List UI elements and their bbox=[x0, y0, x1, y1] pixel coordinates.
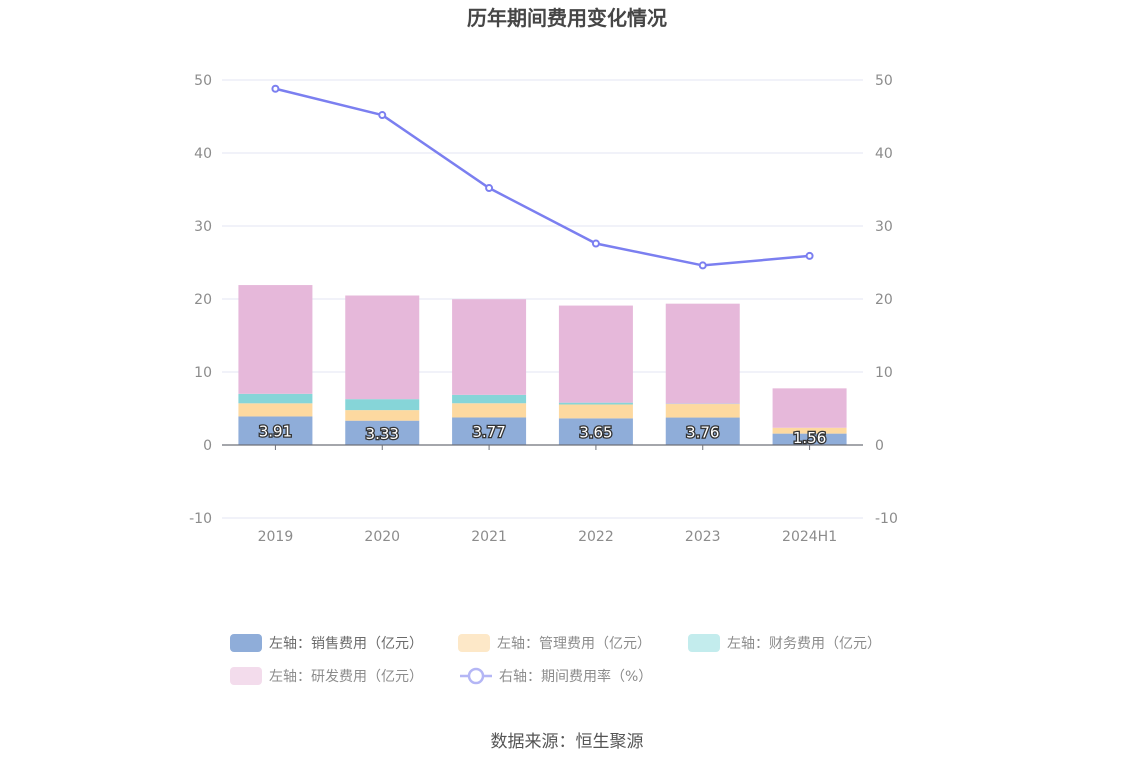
left-tick-label: 10 bbox=[194, 365, 212, 381]
y-axis-right: -10 0 10 20 30 40 50 bbox=[875, 73, 898, 527]
bar-segment[interactable] bbox=[452, 403, 527, 418]
bars bbox=[238, 285, 847, 445]
right-tick-label: 20 bbox=[875, 292, 893, 308]
legend-swatch bbox=[230, 634, 262, 652]
bar-segment[interactable] bbox=[772, 388, 847, 428]
x-tick-label: 2023 bbox=[685, 529, 721, 545]
rate-point[interactable] bbox=[698, 261, 707, 270]
source-text: 数据来源：恒生聚源 bbox=[491, 732, 644, 752]
legend-label: 左轴：财务费用（亿元） bbox=[727, 636, 881, 652]
bar-segment[interactable] bbox=[665, 417, 740, 445]
left-tick-label: 40 bbox=[194, 146, 212, 162]
bar-segment[interactable] bbox=[558, 418, 633, 445]
rate-point[interactable] bbox=[591, 239, 600, 248]
bar-segment[interactable] bbox=[345, 420, 420, 445]
x-tick-label: 2020 bbox=[364, 529, 400, 545]
right-tick-label: -10 bbox=[875, 511, 898, 527]
left-tick-label: 0 bbox=[203, 438, 212, 454]
legend-item[interactable]: 右轴：期间费用率（%） bbox=[460, 667, 652, 685]
sales-value-label: 3.76 bbox=[686, 423, 719, 441]
right-tick-label: 10 bbox=[875, 365, 893, 381]
legend-label: 左轴：管理费用（亿元） bbox=[497, 636, 651, 652]
sales-value-label: 3.77 bbox=[472, 423, 505, 441]
rate-point[interactable] bbox=[378, 111, 387, 120]
rate-line bbox=[271, 84, 814, 270]
legend-label: 右轴：期间费用率（%） bbox=[499, 668, 652, 685]
legend-item[interactable]: 左轴：销售费用（亿元） bbox=[230, 634, 423, 652]
bar-segment[interactable] bbox=[345, 399, 420, 411]
right-tick-label: 40 bbox=[875, 146, 893, 162]
chart-title: 历年期间费用变化情况 bbox=[467, 6, 667, 30]
grid bbox=[222, 79, 863, 519]
left-tick-label: -10 bbox=[189, 511, 212, 527]
sales-value-label: 3.33 bbox=[366, 425, 399, 443]
legend-swatch bbox=[688, 634, 720, 652]
bar-segment[interactable] bbox=[452, 394, 527, 404]
legend[interactable]: 左轴：销售费用（亿元） 左轴：管理费用（亿元） 左轴：财务费用（亿元） 左轴：研发费用… bbox=[230, 634, 881, 685]
left-tick-label: 50 bbox=[194, 73, 212, 89]
x-tick-label: 2019 bbox=[258, 529, 294, 545]
legend-swatch bbox=[230, 667, 262, 685]
rate-polyline bbox=[275, 87, 810, 267]
bar-segment[interactable] bbox=[558, 402, 633, 405]
bar-segment[interactable] bbox=[665, 303, 740, 404]
right-tick-label: 30 bbox=[875, 219, 893, 235]
legend-circle-swatch bbox=[467, 667, 485, 685]
legend-label: 左轴：销售费用（亿元） bbox=[269, 636, 423, 652]
legend-item[interactable]: 左轴：管理费用（亿元） bbox=[458, 634, 651, 652]
x-tick-label: 2022 bbox=[578, 529, 614, 545]
right-tick-label: 50 bbox=[875, 73, 893, 89]
bar-segment[interactable] bbox=[238, 403, 313, 417]
bar-segment[interactable] bbox=[452, 299, 527, 395]
bar-segment[interactable] bbox=[772, 433, 847, 445]
left-tick-label: 20 bbox=[194, 292, 212, 308]
bar-segment[interactable] bbox=[665, 404, 740, 418]
legend-label: 左轴：研发费用（亿元） bbox=[269, 669, 423, 685]
bar-segment[interactable] bbox=[345, 410, 420, 421]
legend-swatch bbox=[458, 634, 490, 652]
bar-segment[interactable] bbox=[558, 305, 633, 403]
sales-value-label: 3.65 bbox=[579, 424, 612, 442]
x-tick-label: 2021 bbox=[471, 529, 507, 545]
legend-item[interactable]: 左轴：财务费用（亿元） bbox=[688, 634, 881, 652]
sales-value-label: 1.56 bbox=[793, 429, 826, 447]
legend-item[interactable]: 左轴：研发费用（亿元） bbox=[230, 667, 423, 685]
bar-segment[interactable] bbox=[558, 404, 633, 419]
bar-segment[interactable] bbox=[772, 427, 847, 434]
left-tick-label: 30 bbox=[194, 219, 212, 235]
rate-point[interactable] bbox=[271, 84, 280, 93]
sales-value-label: 3.91 bbox=[259, 423, 292, 441]
bar-segment[interactable] bbox=[238, 393, 313, 404]
x-axis: 2019 2020 2021 2022 2023 2024H1 bbox=[222, 444, 863, 545]
rate-point[interactable] bbox=[805, 251, 814, 260]
x-tick-label: 2024H1 bbox=[782, 529, 837, 545]
right-tick-label: 0 bbox=[875, 438, 884, 454]
bar-segment[interactable] bbox=[238, 285, 313, 394]
data-labels: 3.91 3.33 3.77 3.65 3.76 1.56 bbox=[257, 421, 827, 448]
rate-point[interactable] bbox=[485, 184, 494, 193]
bar-segment[interactable] bbox=[345, 295, 420, 400]
bar-segment[interactable] bbox=[452, 417, 527, 445]
y-axis-left: -10 0 10 20 30 40 50 bbox=[189, 73, 212, 527]
bar-segment[interactable] bbox=[238, 416, 313, 445]
